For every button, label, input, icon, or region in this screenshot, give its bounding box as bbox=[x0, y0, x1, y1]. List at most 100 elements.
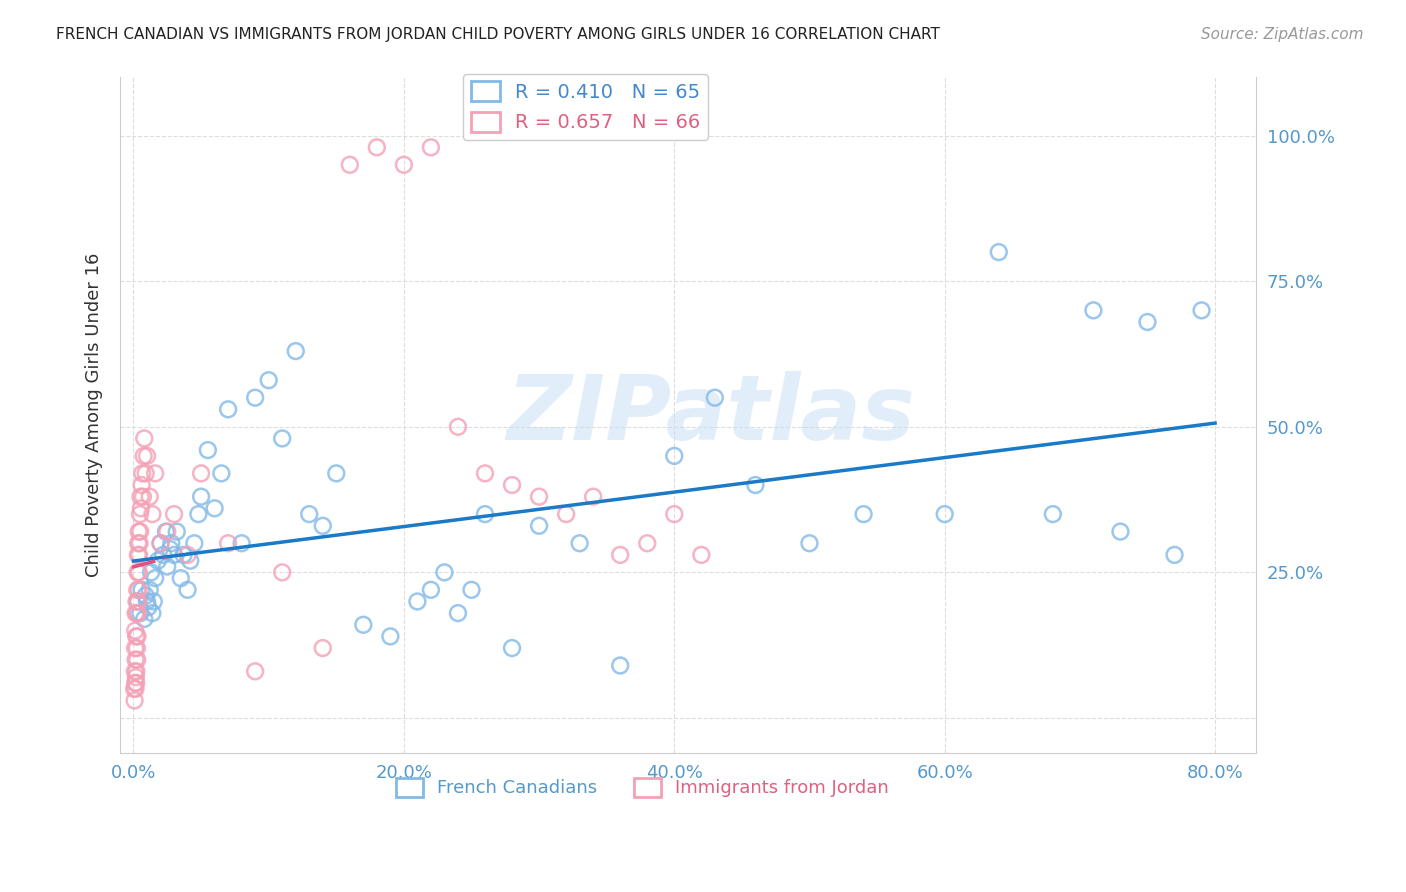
Point bbox=[366, 140, 388, 154]
Point bbox=[419, 140, 441, 154]
Point bbox=[460, 582, 482, 597]
Point bbox=[312, 641, 335, 656]
Point bbox=[312, 518, 335, 533]
Point bbox=[190, 490, 212, 504]
Point bbox=[243, 391, 266, 405]
Point bbox=[582, 490, 605, 504]
Point bbox=[609, 548, 631, 562]
Point bbox=[142, 594, 165, 608]
Point bbox=[284, 344, 307, 359]
Point bbox=[176, 548, 198, 562]
Point bbox=[155, 524, 177, 539]
Point bbox=[135, 589, 157, 603]
Point bbox=[339, 158, 361, 172]
Point bbox=[146, 554, 169, 568]
Point bbox=[243, 665, 266, 679]
Point bbox=[1163, 548, 1185, 562]
Point bbox=[143, 467, 166, 481]
Point bbox=[128, 536, 150, 550]
Point bbox=[127, 653, 149, 667]
Point bbox=[124, 641, 146, 656]
Point bbox=[131, 582, 153, 597]
Point bbox=[447, 419, 470, 434]
Point bbox=[136, 449, 159, 463]
Point bbox=[127, 548, 149, 562]
Point bbox=[129, 507, 152, 521]
Point bbox=[568, 536, 591, 550]
Point bbox=[190, 467, 212, 481]
Point bbox=[128, 524, 150, 539]
Point bbox=[799, 536, 821, 550]
Point bbox=[156, 559, 179, 574]
Point bbox=[139, 566, 162, 580]
Point bbox=[187, 507, 209, 521]
Point bbox=[447, 606, 470, 620]
Point bbox=[160, 536, 183, 550]
Point bbox=[217, 402, 239, 417]
Point bbox=[474, 467, 496, 481]
Point bbox=[122, 681, 145, 696]
Y-axis label: Child Poverty Among Girls Under 16: Child Poverty Among Girls Under 16 bbox=[86, 253, 103, 577]
Point bbox=[132, 490, 155, 504]
Point bbox=[127, 606, 149, 620]
Point bbox=[143, 571, 166, 585]
Point bbox=[149, 536, 172, 550]
Point bbox=[501, 478, 523, 492]
Point bbox=[136, 594, 159, 608]
Point bbox=[124, 676, 146, 690]
Point bbox=[134, 432, 156, 446]
Point bbox=[159, 542, 181, 557]
Point bbox=[1042, 507, 1064, 521]
Point bbox=[156, 524, 179, 539]
Point bbox=[1191, 303, 1213, 318]
Point bbox=[138, 600, 160, 615]
Point bbox=[170, 571, 193, 585]
Point bbox=[1109, 524, 1132, 539]
Legend: French Canadians, Immigrants from Jordan: French Canadians, Immigrants from Jordan bbox=[388, 771, 896, 805]
Point bbox=[406, 594, 429, 608]
Point bbox=[1083, 303, 1105, 318]
Point bbox=[183, 536, 205, 550]
Point bbox=[204, 501, 226, 516]
Point bbox=[141, 606, 163, 620]
Point bbox=[1136, 315, 1159, 329]
Point bbox=[124, 624, 146, 638]
Point bbox=[176, 582, 198, 597]
Point bbox=[298, 507, 321, 521]
Text: Source: ZipAtlas.com: Source: ZipAtlas.com bbox=[1201, 27, 1364, 42]
Point bbox=[127, 629, 149, 643]
Point bbox=[125, 676, 148, 690]
Point bbox=[152, 548, 174, 562]
Point bbox=[131, 478, 153, 492]
Point bbox=[690, 548, 713, 562]
Point bbox=[271, 432, 294, 446]
Point bbox=[501, 641, 523, 656]
Point bbox=[987, 245, 1010, 260]
Point bbox=[128, 582, 150, 597]
Point bbox=[128, 548, 150, 562]
Point bbox=[419, 582, 441, 597]
Point bbox=[173, 548, 195, 562]
Point bbox=[257, 373, 280, 387]
Point bbox=[124, 653, 146, 667]
Point bbox=[127, 594, 149, 608]
Point bbox=[129, 490, 152, 504]
Point bbox=[664, 449, 686, 463]
Point bbox=[125, 594, 148, 608]
Point bbox=[664, 507, 686, 521]
Point bbox=[325, 467, 347, 481]
Point bbox=[609, 658, 631, 673]
Point bbox=[149, 536, 172, 550]
Point bbox=[131, 467, 153, 481]
Point bbox=[636, 536, 658, 550]
Point bbox=[124, 665, 146, 679]
Point bbox=[231, 536, 253, 550]
Point bbox=[132, 449, 155, 463]
Point bbox=[125, 665, 148, 679]
Point bbox=[124, 681, 146, 696]
Point bbox=[125, 629, 148, 643]
Point bbox=[135, 467, 157, 481]
Point bbox=[163, 507, 186, 521]
Point bbox=[934, 507, 956, 521]
Point bbox=[129, 606, 152, 620]
